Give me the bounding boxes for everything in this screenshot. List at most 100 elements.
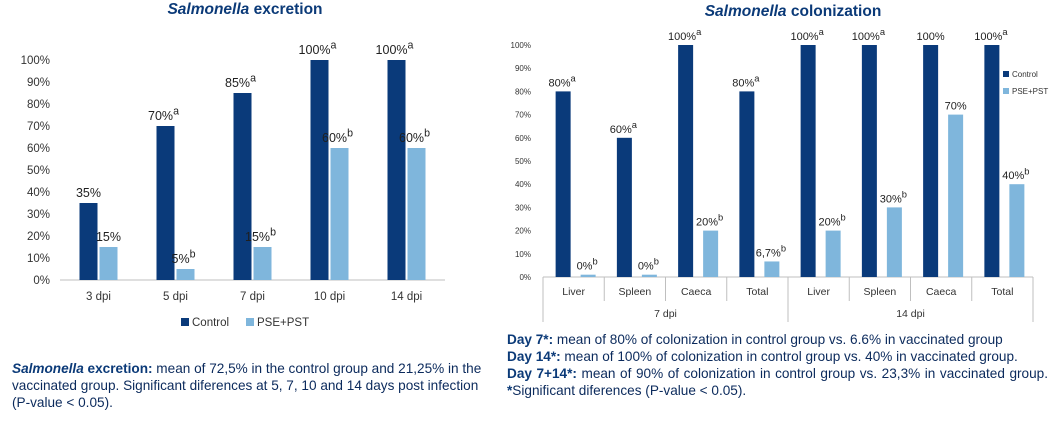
control-label-7dpi-caeca-value: 100% [668, 31, 696, 43]
pse-pst-label-10-dpi: 60%b [322, 127, 353, 145]
pse-pst-label-14dpi-total: 40%b [1002, 166, 1029, 182]
pse-pst-label-7dpi-spleen-value: 0% [638, 261, 654, 273]
pse-pst-label-14-dpi: 60%b [399, 127, 430, 145]
legend-pse-pst-swatch [246, 318, 254, 326]
control-label-7dpi-caeca: 100%a [668, 27, 702, 43]
control-label-7dpi-spleen-letter: a [632, 120, 638, 130]
control-label-3-dpi: 35% [76, 186, 101, 200]
y-tick-label: 20% [27, 231, 50, 243]
control-label-14dpi-liver-value: 100% [790, 31, 818, 43]
control-bar-7-dpi [233, 93, 252, 280]
control-label-5-dpi: 70%a [148, 105, 179, 123]
y-tick-label: 40% [515, 180, 531, 189]
control-label-14dpi-spleen-value: 100% [852, 31, 880, 43]
caption-left-text: mean of 72,5% in the control group and 2… [12, 361, 482, 410]
pse-pst-label-7-dpi-value: 15% [245, 230, 270, 244]
caption-significance-text: Significant diferences (P-value < 0.05). [512, 383, 747, 398]
control-label-7-dpi-letter: a [250, 72, 256, 84]
pse-pst-bar-14dpi-caeca [948, 114, 964, 277]
pse-pst-bar-7dpi-caeca [703, 230, 719, 277]
legend-pse-pst-label: PSE+PST [257, 317, 309, 329]
caption-significance-mark: * [507, 383, 513, 398]
pse-pst-label-7dpi-total-value: 6,7% [756, 247, 781, 259]
y-tick-label: 100% [21, 55, 50, 67]
legend-control-swatch [181, 318, 189, 326]
control-bar-10-dpi [310, 60, 329, 280]
pse-pst-bar-14dpi-spleen [886, 207, 902, 277]
control-bar-14dpi-liver [800, 45, 816, 277]
x-tick-label: Liver [562, 286, 585, 298]
x-tick-label: 5 dpi [163, 291, 188, 303]
caption-day7-text: mean of 80% of colonization in control g… [553, 332, 1003, 347]
x-tick-label: Spleen [619, 286, 652, 298]
control-label-14dpi-liver-letter: a [819, 27, 825, 37]
caption-day7-label: Day 7*: [507, 332, 554, 347]
x-tick-label: 10 dpi [314, 291, 345, 303]
caption-day14-label: Day 14*: [507, 349, 561, 364]
pse-pst-bar-14-dpi [407, 148, 426, 280]
caption-left-italic: Salmonella [12, 361, 84, 376]
pse-pst-label-10-dpi-letter: b [347, 127, 353, 139]
control-label-14-dpi-value: 100% [376, 43, 408, 57]
caption-day7-14-label: Day 7+14*: [507, 366, 577, 381]
control-bar-5-dpi [156, 126, 175, 280]
x-tick-label: Liver [807, 286, 830, 298]
control-label-7-dpi: 85%a [225, 72, 256, 90]
pse-pst-label-7dpi-total: 6,7%b [756, 244, 786, 260]
control-label-10-dpi-value: 100% [299, 43, 331, 57]
y-tick-label: 50% [515, 157, 531, 166]
chart-title-italic: Salmonella [167, 1, 249, 18]
x-tick-label: Caeca [926, 286, 957, 298]
pse-pst-label-14dpi-spleen-value: 30% [880, 193, 902, 205]
control-bar-7dpi-caeca [678, 45, 694, 277]
pse-pst-bar-14dpi-total [1009, 184, 1025, 277]
y-tick-label: 10% [515, 250, 531, 259]
chart-title: Salmonella colonization [705, 3, 882, 20]
control-label-14dpi-caeca: 100% [917, 31, 945, 43]
control-label-14dpi-total-letter: a [1002, 27, 1008, 37]
pse-pst-label-10-dpi-value: 60% [322, 131, 347, 145]
y-tick-label: 70% [27, 121, 50, 133]
caption-day14-text: mean of 100% of colonization in control … [560, 349, 1018, 364]
colonization-chart: Salmonella colonization 0% 10% 20% 30% 40% 50%… [511, 3, 1048, 322]
pse-pst-label-14dpi-total-value: 40% [1002, 170, 1024, 182]
pse-pst-label-14-dpi-letter: b [424, 127, 430, 139]
control-label-7dpi-liver-value: 80% [549, 77, 571, 89]
control-label-14-dpi: 100%a [376, 39, 414, 57]
control-label-7dpi-liver: 80%a [549, 73, 577, 89]
pse-pst-bar-7dpi-liver [580, 274, 596, 277]
control-label-7dpi-total: 80%a [732, 73, 760, 89]
control-bar-7dpi-spleen [616, 137, 632, 277]
y-tick-label: 0% [519, 273, 531, 282]
pse-pst-label-14dpi-caeca: 70% [945, 101, 967, 113]
legend-control-label: Control [192, 317, 229, 329]
pse-pst-bar-10-dpi [330, 148, 349, 280]
pse-pst-label-7dpi-spleen: 0%b [638, 257, 659, 273]
y-tick-label: 100% [511, 41, 531, 50]
control-bar-7dpi-liver [555, 91, 571, 278]
control-bar-3-dpi [79, 203, 98, 280]
y-tick-label: 40% [27, 187, 50, 199]
pse-pst-label-7dpi-liver-letter: b [592, 257, 597, 267]
x-tick-label: Caeca [681, 286, 712, 298]
excretion-chart-panel: Salmonella excretion 0% 10% 20% 30% 40% 50% 60%… [0, 0, 510, 426]
x-tick-label: 3 dpi [86, 291, 111, 303]
y-tick-label: 30% [515, 203, 531, 212]
pse-pst-label-14dpi-liver-letter: b [841, 213, 846, 223]
control-label-14dpi-spleen: 100%a [852, 27, 886, 43]
pse-pst-label-7dpi-caeca-letter: b [718, 213, 723, 223]
y-tick-label: 90% [515, 64, 531, 73]
pse-pst-bar-14dpi-liver [825, 230, 841, 277]
y-tick-label: 80% [515, 87, 531, 96]
control-label-14dpi-spleen-letter: a [880, 27, 886, 37]
control-label-7dpi-spleen: 60%a [610, 120, 638, 136]
pse-pst-bar-3-dpi [99, 247, 118, 280]
control-bar-14-dpi [387, 60, 406, 280]
y-tick-label: 20% [515, 227, 531, 236]
control-label-7dpi-total-value: 80% [732, 77, 754, 89]
y-tick-label: 30% [27, 209, 50, 221]
pse-pst-bar-7-dpi [253, 247, 272, 280]
control-label-14dpi-liver: 100%a [790, 27, 824, 43]
excretion-caption: Salmonella excretion: mean of 72,5% in t… [12, 360, 492, 411]
pse-pst-label-7dpi-total-letter: b [781, 244, 786, 254]
